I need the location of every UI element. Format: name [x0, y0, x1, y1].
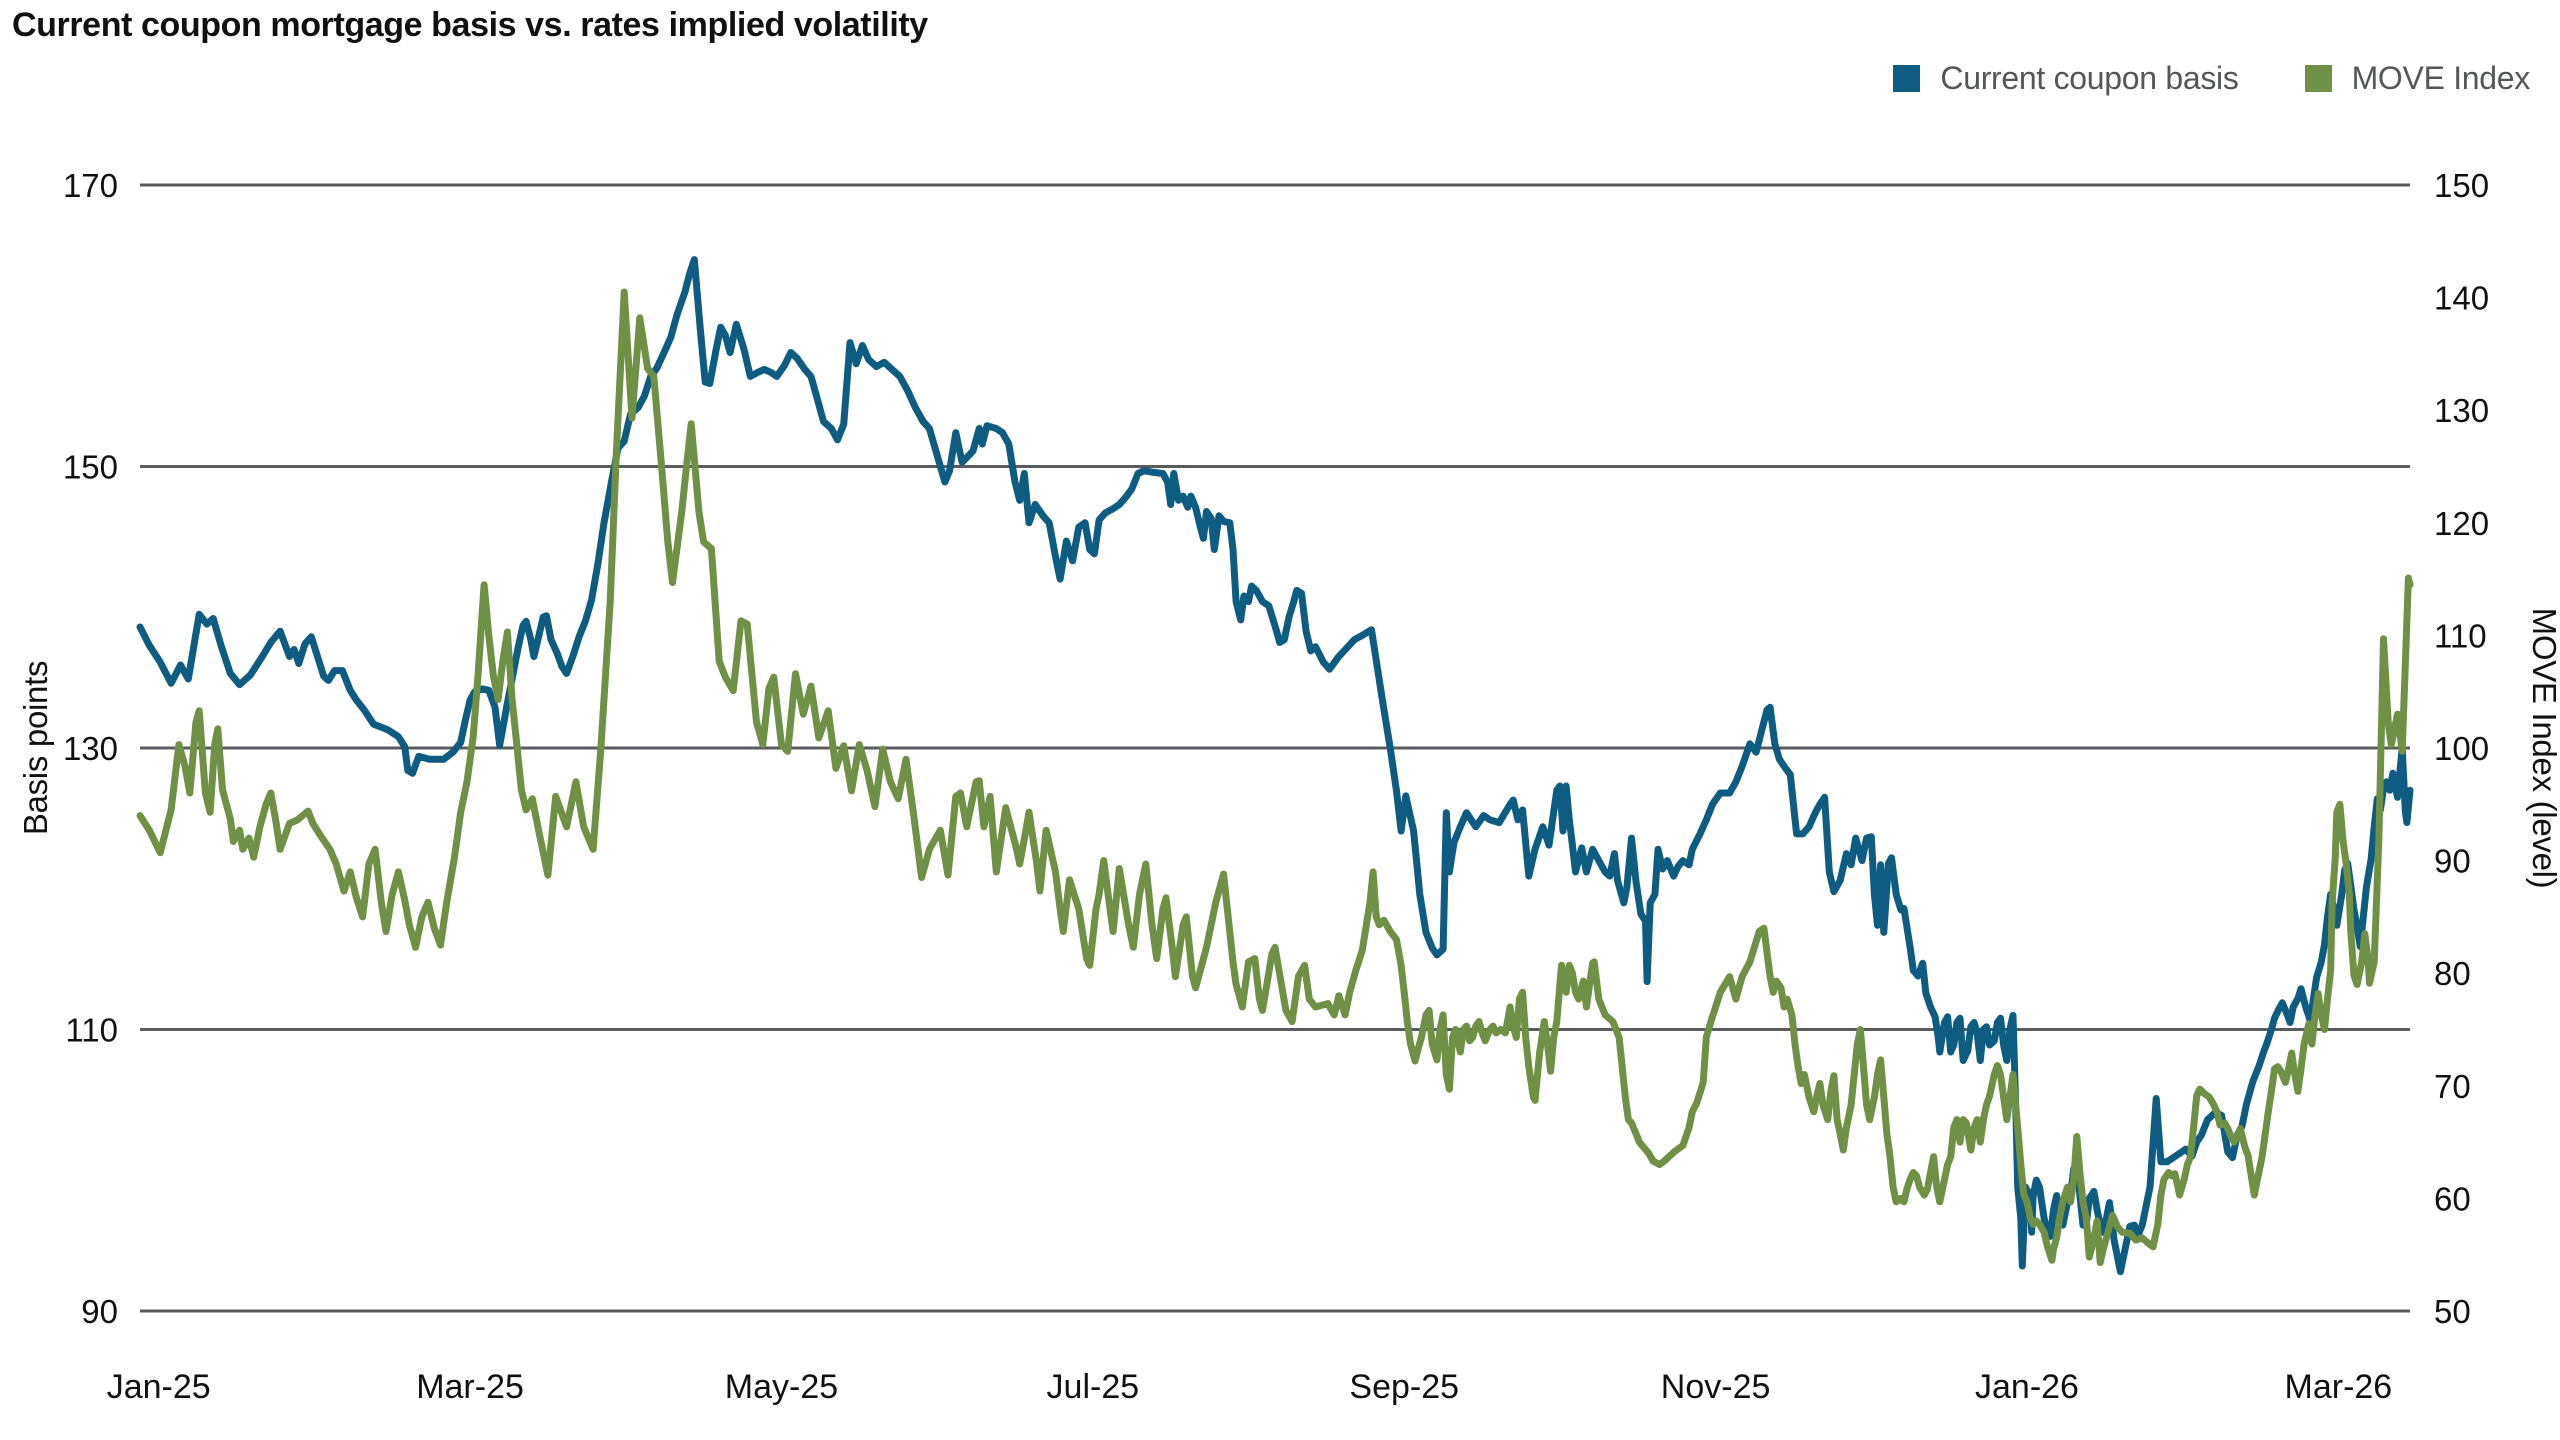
x-axis-tick-label-Mar-26: Mar-26 [2285, 1368, 2393, 1406]
left-axis-tick-label: 110 [65, 1012, 118, 1049]
right-axis-tick-label: 70 [2434, 1068, 2471, 1105]
x-axis-tick-label-Mar-25: Mar-25 [416, 1368, 524, 1406]
legend-label: MOVE Index [2351, 60, 2531, 96]
x-axis-tick-label-Sep-25: Sep-25 [1349, 1368, 1459, 1406]
left-axis-tick-label: 130 [63, 730, 118, 767]
x-axis-tick-label-Jul-25: Jul-25 [1047, 1368, 1140, 1406]
right-axis-tick-label: 130 [2434, 392, 2489, 429]
series-line-move-index [136, 288, 2414, 1267]
right-axis-tick-label: 110 [2434, 617, 2487, 654]
legend-swatch-green-icon [2304, 65, 2332, 92]
legend-item-current-coupon-basis: Current coupon basis [1893, 60, 2239, 97]
right-axis-tick-label: 150 [2434, 167, 2489, 204]
right-axis-tick-label: 50 [2434, 1293, 2471, 1330]
left-axis-tick-label: 90 [81, 1293, 118, 1330]
right-axis-tick-label: 140 [2434, 280, 2489, 317]
x-axis-tick-label-Nov-25: Nov-25 [1661, 1368, 1771, 1406]
left-axis-tick-label: 170 [63, 167, 118, 204]
right-axis-tick-label: 120 [2434, 505, 2489, 542]
right-axis-tick-label: 60 [2434, 1180, 2471, 1217]
right-axis-tick-label: 90 [2434, 843, 2471, 880]
legend: Current coupon basis MOVE Index [1893, 60, 2530, 97]
right-axis-tick-label: 80 [2434, 955, 2471, 992]
page-title: Current coupon mortgage basis vs. rates … [12, 6, 928, 44]
x-axis-tick-label-Jan-26: Jan-26 [1975, 1368, 2079, 1406]
right-axis-tick-label: 100 [2434, 730, 2489, 767]
series-line-current-coupon-basis [136, 256, 2414, 1276]
x-axis-tick-label-Jan-25: Jan-25 [107, 1368, 211, 1406]
legend-swatch-blue-icon [1893, 65, 1921, 92]
left-axis-tick-label: 150 [63, 449, 118, 486]
x-axis-tick-label-May-25: May-25 [725, 1368, 838, 1406]
legend-label: Current coupon basis [1940, 60, 2239, 96]
legend-item-move-index: MOVE Index [2304, 60, 2531, 97]
